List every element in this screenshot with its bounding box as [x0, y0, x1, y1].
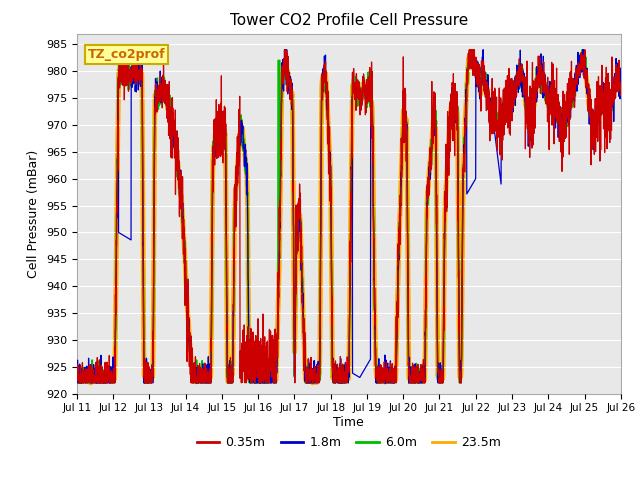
Legend: 0.35m, 1.8m, 6.0m, 23.5m: 0.35m, 1.8m, 6.0m, 23.5m: [192, 431, 506, 454]
Title: Tower CO2 Profile Cell Pressure: Tower CO2 Profile Cell Pressure: [230, 13, 468, 28]
Text: TZ_co2prof: TZ_co2prof: [88, 48, 165, 61]
X-axis label: Time: Time: [333, 416, 364, 429]
Y-axis label: Cell Pressure (mBar): Cell Pressure (mBar): [28, 149, 40, 278]
